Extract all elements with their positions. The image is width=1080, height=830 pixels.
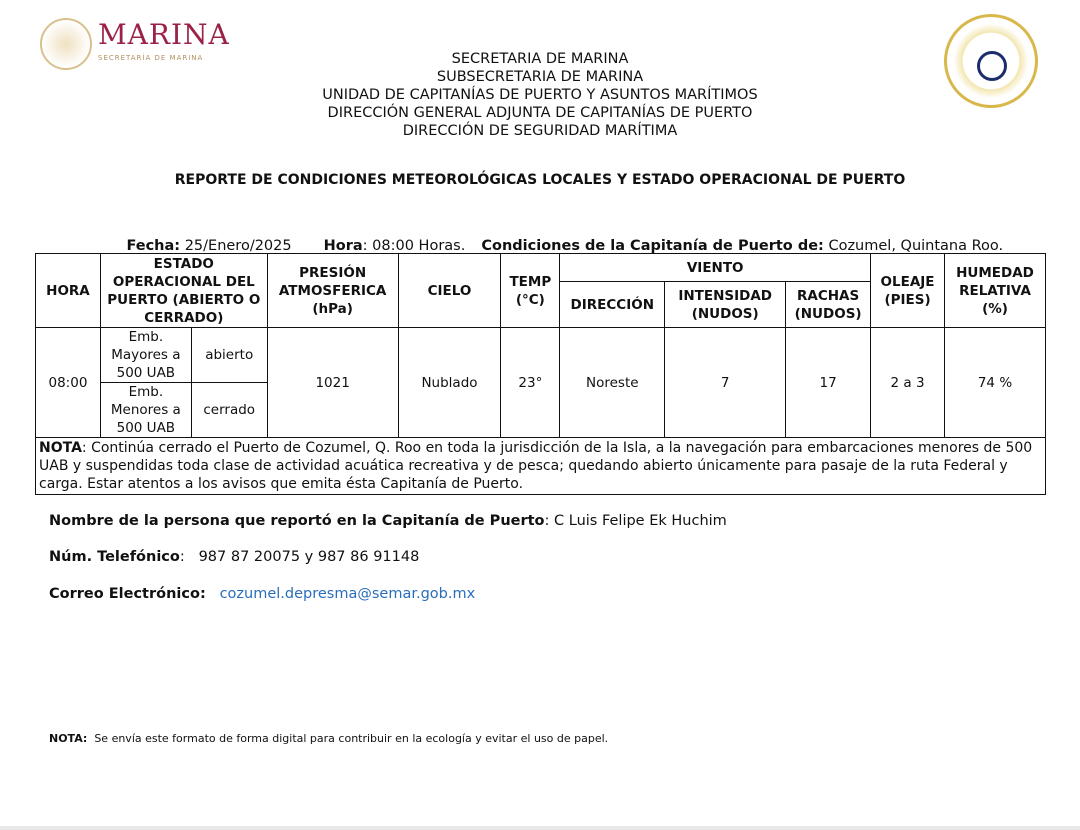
table-row: Emb. Menores a 500 UAB cerrado [36, 382, 1046, 438]
th-humedad: HUMEDAD RELATIVA (%) [944, 253, 1046, 328]
reporter-line: Nombre de la persona que reportó en la C… [49, 513, 727, 529]
cell-emb-menores: Emb. Menores a 500 UAB [99, 382, 192, 438]
cell-intensidad: 7 [664, 327, 787, 438]
nota-cell: NOTA: Continúa cerrado el Puerto de Cozu… [35, 437, 1046, 495]
conditions-table: HORA ESTADO OPERACIONAL DEL PUERTO (ABIE… [35, 253, 1046, 495]
cell-cielo: Nublado [397, 327, 502, 438]
th-viento: VIENTO [559, 253, 872, 282]
header-line: DIRECCIÓN DE SEGURIDAD MARÍTIMA [402, 123, 678, 139]
footer-note: NOTA: Se envía este formato de forma dig… [49, 732, 608, 745]
th-rachas: RACHAS (NUDOS) [785, 281, 872, 328]
footer-label: NOTA: [49, 732, 88, 745]
th-estado: ESTADO OPERACIONAL DEL PUERTO (ABIERTO O… [99, 253, 268, 328]
anchor-wheel-icon [977, 51, 1007, 81]
th-intensidad: INTENSIDAD (NUDOS) [664, 281, 787, 328]
cell-presion: 1021 [266, 327, 399, 438]
footer-text: Se envía este formato de forma digital p… [87, 732, 609, 745]
fecha-value: 25/Enero/2025 [180, 238, 292, 254]
header-line: SECRETARIA DE MARINA [451, 51, 629, 67]
cell-rachas: 17 [785, 327, 872, 438]
header-line: SUBSECRETARIA DE MARINA [436, 69, 644, 85]
phone-label: Núm. Telefónico [49, 549, 180, 565]
cell-temp: 23° [500, 327, 561, 438]
hora-label: Hora [323, 238, 363, 254]
header-lines: SECRETARIA DE MARINA SUBSECRETARIA DE MA… [0, 50, 1080, 140]
page-bottom-border [0, 826, 1080, 830]
logo-subtitle: SECRETARÍA DE MARINA [98, 54, 204, 62]
cell-direccion: Noreste [559, 327, 666, 438]
th-hora: HORA [35, 253, 101, 328]
th-temp: TEMP (°C) [500, 253, 561, 328]
cell-humedad: 74 % [944, 327, 1046, 438]
header-line: DIRECCIÓN GENERAL ADJUNTA DE CAPITANÍAS … [327, 105, 753, 121]
reporter-label: Nombre de la persona que reportó en la C… [49, 513, 545, 529]
nota-row: NOTA: Continúa cerrado el Puerto de Cozu… [35, 437, 1046, 495]
cell-estado-menores: cerrado [190, 382, 268, 438]
th-direccion: DIRECCIÓN [559, 281, 666, 328]
cond-value: Cozumel, Quintana Roo. [823, 238, 1004, 254]
th-presion: PRESIÓN ATMOSFERICA (hPa) [266, 253, 399, 328]
fecha-label: Fecha: [126, 238, 181, 254]
reporter-name: : C Luis Felipe Ek Huchim [544, 513, 727, 529]
cell-estado-mayores: abierto [190, 327, 268, 383]
report-title: REPORTE DE CONDICIONES METEOROLÓGICAS LO… [174, 172, 906, 188]
logo-name: MARINA [98, 18, 230, 51]
table-row: 08:00 Emb. Mayores a 500 UAB abierto 102… [35, 327, 1046, 438]
marina-logo: MARINA SECRETARÍA DE MARINA [38, 16, 238, 72]
hora-value: : 08:00 Horas. [362, 238, 466, 254]
maritime-authority-seal [944, 14, 1038, 108]
phone-line: Núm. Telefónico: 987 87 20075 y 987 86 9… [49, 549, 419, 565]
cell-emb-mayores: Emb. Mayores a 500 UAB [99, 327, 192, 383]
email-label: Correo Electrónico: [49, 586, 206, 602]
email-line: Correo Electrónico: cozumel.depresma@sem… [49, 586, 475, 602]
th-oleaje: OLEAJE (PIES) [870, 253, 945, 328]
coat-of-arms-icon [40, 18, 92, 70]
nota-text: : Continúa cerrado el Puerto de Cozumel,… [39, 440, 1033, 492]
header-line: UNIDAD DE CAPITANÍAS DE PUERTO Y ASUNTOS… [322, 87, 758, 103]
th-cielo: CIELO [397, 253, 502, 328]
cell-hora: 08:00 [35, 327, 101, 438]
cell-oleaje: 2 a 3 [870, 327, 945, 438]
report-info: Fecha: 25/Enero/2025 Hora: 08:00 Horas. Co… [108, 222, 1003, 270]
cond-label: Condiciones de la Capitanía de Puerto de… [481, 238, 824, 254]
email-link[interactable]: cozumel.depresma@semar.gob.mx [219, 586, 476, 602]
nota-label: NOTA [39, 440, 82, 456]
phone-value: : 987 87 20075 y 987 86 91148 [179, 549, 420, 565]
